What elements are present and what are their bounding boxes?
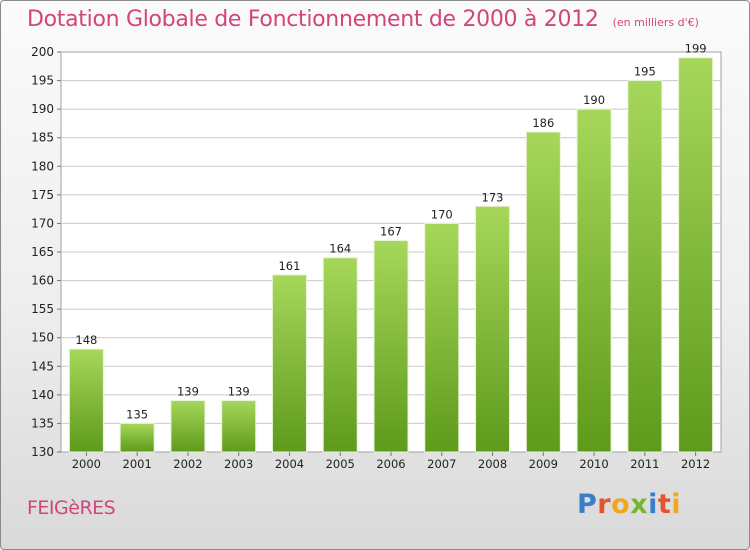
y-tick-label: 180 [31, 159, 54, 173]
y-tick-label: 160 [31, 274, 54, 288]
bar [678, 57, 714, 453]
x-tick-label: 2005 [326, 457, 355, 471]
logo-letter: x [630, 489, 649, 520]
logo-letter: i [671, 489, 682, 520]
y-tick-label: 150 [31, 331, 54, 345]
data-label: 167 [380, 225, 402, 239]
data-label: 199 [685, 42, 707, 56]
x-tick-label: 2001 [123, 457, 152, 471]
data-label: 186 [532, 116, 554, 130]
y-tick-label: 155 [31, 302, 54, 316]
logo-letter: o [611, 489, 631, 520]
chart-title-block: Dotation Globale de Fonctionnement de 20… [27, 7, 699, 32]
x-tick-label: 2003 [224, 457, 253, 471]
bar [424, 222, 460, 453]
bar [322, 257, 358, 453]
data-label: 148 [75, 333, 97, 347]
x-tick-label: 2012 [681, 457, 710, 471]
chart-title: Dotation Globale de Fonctionnement de 20… [27, 7, 599, 32]
bar [170, 400, 206, 453]
x-tick-label: 2007 [427, 457, 456, 471]
logo-letter: t [657, 489, 672, 520]
y-tick-label: 200 [31, 45, 54, 59]
bar [627, 80, 663, 453]
x-tick-label: 2009 [529, 457, 558, 471]
data-label: 195 [634, 65, 656, 79]
logo-letter: P [577, 489, 598, 520]
data-label: 135 [126, 407, 148, 421]
bar [576, 108, 612, 453]
bar [475, 205, 511, 453]
y-tick-label: 140 [31, 388, 54, 402]
x-tick-label: 2000 [72, 457, 101, 471]
data-label: 164 [329, 242, 351, 256]
data-label: 173 [482, 190, 504, 204]
bar [525, 131, 561, 453]
data-label: 170 [431, 207, 453, 221]
proxiti-logo: Proxiti [577, 489, 681, 520]
commune-name: FEIGèRES [27, 497, 116, 519]
data-label: 161 [278, 259, 300, 273]
y-tick-label: 170 [31, 216, 54, 230]
y-tick-label: 145 [31, 359, 54, 373]
x-tick-label: 2002 [173, 457, 202, 471]
chart-unit: (en milliers d'€) [612, 16, 699, 29]
bar [119, 422, 155, 453]
x-tick-label: 2006 [376, 457, 405, 471]
bar [221, 400, 257, 453]
y-tick-label: 130 [31, 445, 54, 459]
bar [271, 274, 307, 453]
x-tick-label: 2011 [630, 457, 659, 471]
bar [373, 240, 409, 453]
y-tick-label: 175 [31, 188, 54, 202]
y-tick-label: 185 [31, 131, 54, 145]
x-tick-label: 2010 [579, 457, 608, 471]
data-label: 190 [583, 93, 605, 107]
logo-letter: i [648, 489, 658, 520]
y-tick-label: 190 [31, 102, 54, 116]
x-tick-label: 2004 [275, 457, 304, 471]
bar [68, 348, 104, 453]
logo-letter: r [597, 489, 612, 520]
y-tick-label: 135 [31, 416, 54, 430]
x-tick-label: 2008 [478, 457, 507, 471]
y-tick-label: 195 [31, 74, 54, 88]
data-label: 139 [228, 385, 250, 399]
data-label: 139 [177, 385, 199, 399]
y-tick-label: 165 [31, 245, 54, 259]
